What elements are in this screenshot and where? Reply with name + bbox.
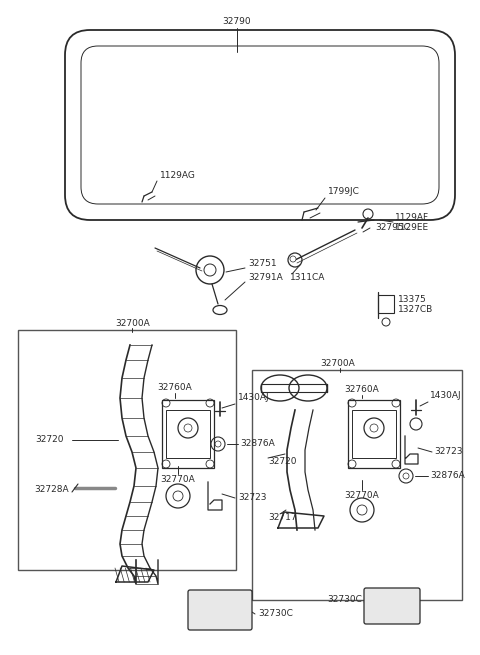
Bar <box>352 410 396 458</box>
Text: 1430AJ: 1430AJ <box>238 394 270 403</box>
Text: 1129AF: 1129AF <box>395 214 429 223</box>
Text: 1430AJ: 1430AJ <box>430 390 462 400</box>
Text: 1129EE: 1129EE <box>395 223 429 233</box>
Text: 1799JC: 1799JC <box>328 187 360 196</box>
Bar <box>348 400 400 468</box>
Text: 32723: 32723 <box>238 493 266 502</box>
Text: 32760A: 32760A <box>157 383 192 392</box>
Bar <box>18 330 236 570</box>
Text: 32728A: 32728A <box>35 485 69 495</box>
Bar <box>252 370 462 600</box>
Text: 32876A: 32876A <box>430 472 465 481</box>
Text: 32720: 32720 <box>268 457 297 466</box>
Circle shape <box>370 424 378 432</box>
Text: 32717: 32717 <box>268 514 297 523</box>
Bar <box>162 400 214 468</box>
FancyBboxPatch shape <box>364 588 420 624</box>
Text: 32723: 32723 <box>434 447 463 457</box>
Text: 32790: 32790 <box>223 18 252 26</box>
Text: 32795C: 32795C <box>375 223 410 233</box>
Circle shape <box>184 424 192 432</box>
FancyBboxPatch shape <box>188 590 252 630</box>
Text: 32700A: 32700A <box>115 320 150 329</box>
Text: 1311CA: 1311CA <box>290 274 325 282</box>
Text: 32770A: 32770A <box>345 491 379 500</box>
Text: 32760A: 32760A <box>345 386 379 394</box>
Text: 32730C: 32730C <box>258 610 293 618</box>
Bar <box>166 410 210 458</box>
Text: 13375: 13375 <box>398 295 427 305</box>
Circle shape <box>290 256 296 262</box>
Text: 32700A: 32700A <box>320 360 355 369</box>
Text: 32770A: 32770A <box>161 476 195 485</box>
Text: 1327CB: 1327CB <box>398 305 433 314</box>
Text: 32720: 32720 <box>36 436 64 445</box>
Text: 32791A: 32791A <box>248 274 283 282</box>
Text: 1129AG: 1129AG <box>160 170 196 179</box>
Bar <box>378 295 394 313</box>
Text: 32876A: 32876A <box>240 440 275 449</box>
Text: 32730C: 32730C <box>327 595 362 605</box>
Text: 32751: 32751 <box>248 259 276 269</box>
